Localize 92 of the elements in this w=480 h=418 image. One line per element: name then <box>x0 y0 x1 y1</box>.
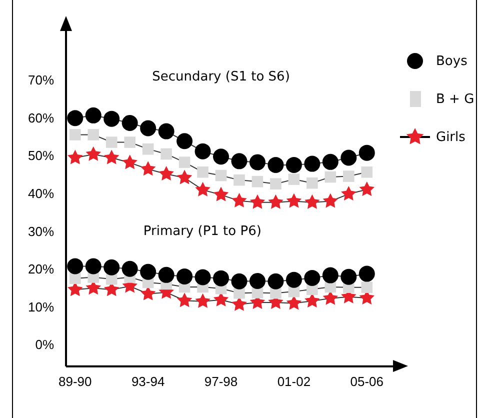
point <box>234 174 245 186</box>
point <box>195 182 210 196</box>
point <box>324 171 336 183</box>
legend-label: Boys <box>436 54 468 68</box>
point <box>176 268 193 284</box>
point <box>104 110 120 127</box>
point <box>341 186 356 201</box>
point <box>322 154 338 170</box>
point <box>286 295 302 310</box>
x-tick-label: 93-94 <box>131 374 165 389</box>
point <box>158 123 174 140</box>
point <box>176 170 192 184</box>
point <box>342 170 354 182</box>
legend-label: Girls <box>436 130 466 144</box>
x-tick-label: 97-98 <box>204 374 238 389</box>
point <box>361 282 373 294</box>
y-tick-label: 10% <box>28 299 54 314</box>
legend-label: B + G <box>436 92 474 106</box>
point <box>67 258 84 274</box>
point <box>340 268 357 285</box>
point <box>322 193 338 208</box>
x-tick-label: 05-06 <box>350 374 384 389</box>
point <box>286 156 302 173</box>
point <box>213 270 230 286</box>
point <box>304 194 320 209</box>
point <box>322 267 338 284</box>
point <box>359 182 374 196</box>
point <box>106 136 118 148</box>
y-tick-label: 40% <box>28 186 54 201</box>
point <box>195 293 210 308</box>
point <box>213 186 229 202</box>
point <box>140 161 156 176</box>
point <box>231 153 248 170</box>
x-tick-label: 01-02 <box>277 374 311 389</box>
y-tick-label: 70% <box>28 72 54 88</box>
point <box>268 194 284 209</box>
point <box>249 272 266 289</box>
y-tick-label: 50% <box>28 148 54 164</box>
point <box>304 270 320 286</box>
point <box>85 258 102 274</box>
point <box>160 148 172 160</box>
point <box>178 156 190 168</box>
point <box>286 272 302 288</box>
point <box>340 150 357 166</box>
point <box>104 259 120 276</box>
point <box>286 193 302 208</box>
y-tick-label: 0% <box>35 337 54 352</box>
point <box>122 114 138 131</box>
point <box>213 148 230 165</box>
point <box>86 146 101 161</box>
point <box>358 266 375 282</box>
point <box>197 166 208 178</box>
point <box>361 166 373 178</box>
point <box>124 136 136 148</box>
y-tick-label: 20% <box>28 262 54 277</box>
point <box>104 150 120 164</box>
point <box>158 266 174 283</box>
point <box>268 156 284 173</box>
point <box>158 166 174 180</box>
point <box>252 176 264 188</box>
point <box>85 107 102 124</box>
point <box>68 150 83 164</box>
point <box>176 292 192 308</box>
point <box>215 170 227 182</box>
point <box>142 143 154 155</box>
point <box>140 264 156 280</box>
point <box>194 269 211 286</box>
point <box>140 120 156 136</box>
y-tick-label: 60% <box>28 110 54 126</box>
point <box>249 154 266 170</box>
point <box>232 192 247 208</box>
point <box>67 110 84 126</box>
point <box>358 144 375 161</box>
point <box>304 156 320 172</box>
annotation: Primary (P1 to P6) <box>143 224 262 240</box>
point <box>69 129 81 140</box>
point <box>194 143 211 160</box>
point <box>250 194 266 209</box>
point <box>288 174 300 185</box>
x-tick-label: 89-90 <box>58 374 92 389</box>
point <box>268 273 284 290</box>
point <box>306 177 318 189</box>
point <box>270 178 282 190</box>
point <box>176 133 193 150</box>
point <box>304 293 320 308</box>
point <box>69 272 81 284</box>
y-tick-label: 30% <box>28 224 54 239</box>
point <box>88 129 100 140</box>
point <box>122 260 138 277</box>
point <box>122 154 138 170</box>
point <box>231 273 248 290</box>
annotation: Secundary (S1 to S6) <box>152 69 290 84</box>
